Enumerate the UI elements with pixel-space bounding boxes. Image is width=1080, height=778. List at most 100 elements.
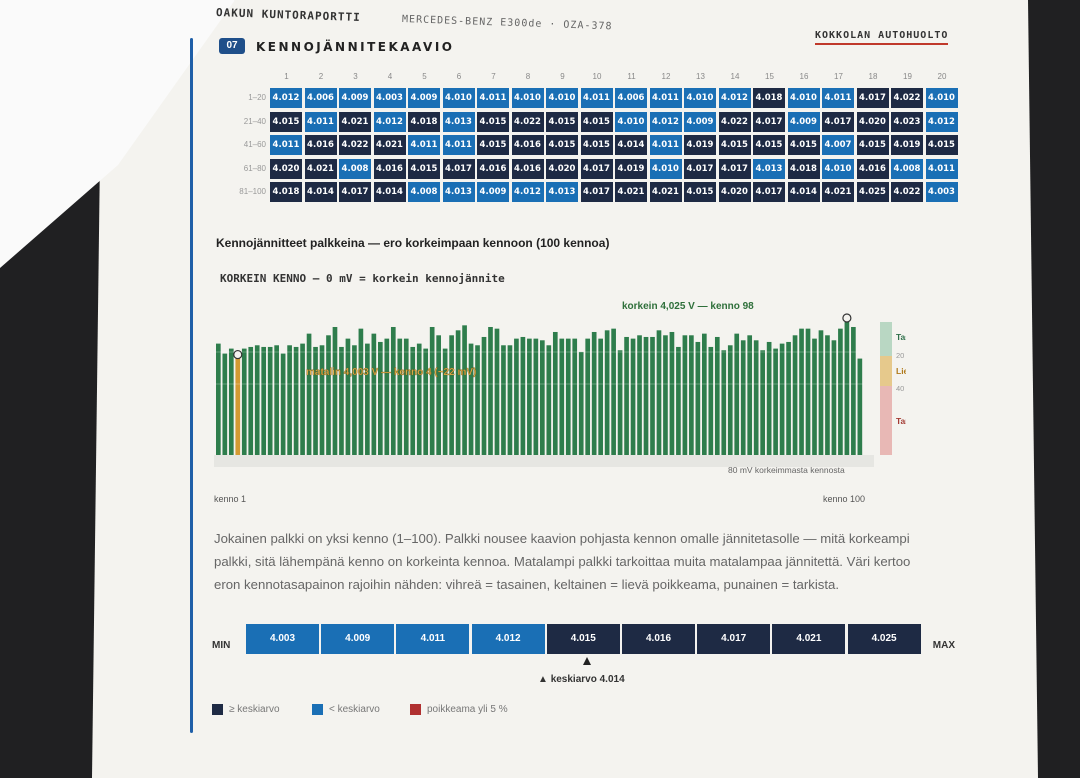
cell-bar bbox=[468, 343, 474, 455]
cell-bar bbox=[799, 328, 804, 455]
cell-bar bbox=[403, 338, 409, 455]
grid-cell: 4.025 bbox=[856, 182, 889, 202]
cell-bar bbox=[714, 336, 720, 455]
cell-bar bbox=[838, 328, 843, 455]
grid-row-label: 61–80 bbox=[243, 163, 266, 173]
section-number: 07 bbox=[219, 38, 245, 54]
grid-cell: 4.022 bbox=[718, 111, 751, 132]
cell-bar bbox=[267, 346, 273, 455]
grid-column-number: 5 bbox=[422, 72, 427, 81]
grid-cell: 4.020 bbox=[856, 111, 889, 132]
cell-bar bbox=[494, 328, 500, 455]
grid-cell: 4.018 bbox=[753, 88, 785, 108]
grid-cell: 4.010 bbox=[684, 88, 716, 108]
grid-cell: 4.019 bbox=[891, 135, 923, 155]
grid-cell: 4.015 bbox=[546, 135, 578, 155]
zone-label: Tarkista bbox=[896, 416, 906, 426]
cell-bar bbox=[313, 346, 318, 455]
max-annotation: korkein 4,025 V — kenno 98 bbox=[622, 301, 754, 312]
grid-cell: 4.014 bbox=[304, 182, 337, 202]
cell-bar bbox=[280, 353, 286, 455]
grid-column-number: 9 bbox=[560, 72, 565, 81]
mean-marker-icon bbox=[583, 657, 591, 665]
cell-bar bbox=[689, 335, 694, 455]
cell-bar bbox=[222, 353, 228, 455]
legend-label: < keskiarvo bbox=[329, 704, 380, 716]
grid-cell: 4.015 bbox=[753, 135, 785, 155]
grid-cell: 4.009 bbox=[787, 111, 820, 132]
legend-swatch bbox=[410, 704, 421, 715]
grid-cell: 4.022 bbox=[511, 111, 544, 132]
cell-bar bbox=[825, 335, 830, 455]
cell-bar bbox=[812, 338, 817, 455]
grid-cell: 4.011 bbox=[270, 135, 302, 155]
grid-cell: 4.008 bbox=[891, 158, 923, 179]
min-annotation: matalin 4,003 V — kenno 4 (−22 mV) bbox=[306, 367, 476, 378]
cell-bar bbox=[475, 345, 480, 455]
grid-column-number: 11 bbox=[627, 72, 636, 81]
grid-row-label: 1–20 bbox=[248, 93, 266, 102]
grid-cell: 4.006 bbox=[615, 88, 647, 108]
cell-bar bbox=[747, 335, 753, 455]
grid-cell: 4.012 bbox=[925, 111, 958, 132]
legend-item: ≥ keskiarvo bbox=[212, 704, 280, 715]
grid-cell: 4.010 bbox=[615, 111, 647, 132]
cell-bar bbox=[851, 326, 856, 455]
grid-cell: 4.011 bbox=[580, 88, 613, 108]
legend-swatch bbox=[312, 704, 323, 715]
legend-item: < keskiarvo bbox=[312, 704, 380, 715]
cell-bar bbox=[371, 333, 377, 455]
mean-label-text: keskiarvo 4.014 bbox=[550, 674, 625, 685]
cell-bar bbox=[565, 338, 571, 455]
grid-cell: 4.012 bbox=[373, 111, 406, 132]
grid-cell: 4.017 bbox=[580, 158, 613, 179]
grid-column-number: 3 bbox=[353, 72, 358, 81]
grid-cell: 4.020 bbox=[270, 158, 302, 179]
cell-bar bbox=[540, 340, 545, 455]
grid-column-number: 7 bbox=[491, 72, 496, 81]
grid-cell: 4.011 bbox=[822, 88, 854, 108]
grid-column-number: 20 bbox=[937, 72, 947, 81]
cell-bar bbox=[857, 358, 863, 455]
cell-bar bbox=[319, 345, 325, 455]
grid-cell: 4.023 bbox=[891, 111, 923, 132]
grid-cell: 4.009 bbox=[339, 88, 371, 108]
cell-bar bbox=[708, 346, 714, 455]
grid-cell: 4.006 bbox=[304, 88, 337, 108]
cell-bar bbox=[773, 348, 778, 455]
cell-bar bbox=[598, 338, 603, 455]
grid-cell: 4.010 bbox=[546, 88, 578, 108]
cell-bar bbox=[779, 343, 785, 455]
cell-bar bbox=[423, 348, 429, 455]
grid-cell: 4.015 bbox=[546, 111, 578, 132]
cell-bar bbox=[216, 343, 221, 455]
cell-bar bbox=[300, 343, 305, 455]
grid-cell: 4.010 bbox=[442, 88, 475, 108]
grid-cell: 4.012 bbox=[270, 88, 302, 108]
grid-cell: 4.011 bbox=[649, 88, 682, 108]
grid-cell: 4.021 bbox=[615, 182, 647, 202]
bars-heading: KORKEIN KENNO — 0 mV = korkein kennojänn… bbox=[220, 272, 505, 285]
grid-cell: 4.017 bbox=[580, 182, 613, 202]
grid-cell: 4.015 bbox=[408, 158, 440, 179]
grid-cell: 4.014 bbox=[615, 135, 647, 155]
grid-cell: 4.012 bbox=[649, 111, 682, 132]
cell-bar bbox=[449, 335, 454, 455]
grid-cell: 4.009 bbox=[477, 182, 509, 202]
grid-column-number: 8 bbox=[525, 72, 531, 81]
cell-bar bbox=[552, 331, 558, 455]
cell-bar bbox=[656, 330, 662, 455]
cell-highlight-marker bbox=[842, 313, 852, 323]
range-value-box: 4.012 bbox=[471, 624, 545, 654]
grid-cell: 4.015 bbox=[477, 135, 509, 155]
grid-column-number: 16 bbox=[799, 72, 809, 81]
grid-cell: 4.016 bbox=[856, 158, 889, 179]
grid-cell: 4.011 bbox=[408, 135, 440, 155]
cell-bar bbox=[365, 343, 370, 455]
cell-bar bbox=[345, 338, 351, 455]
cell-bar bbox=[384, 338, 390, 455]
cell-bar bbox=[727, 345, 733, 455]
grid-cell: 4.015 bbox=[925, 135, 958, 155]
grid-cell: 4.016 bbox=[304, 135, 337, 155]
grid-cell: 4.022 bbox=[891, 88, 923, 108]
